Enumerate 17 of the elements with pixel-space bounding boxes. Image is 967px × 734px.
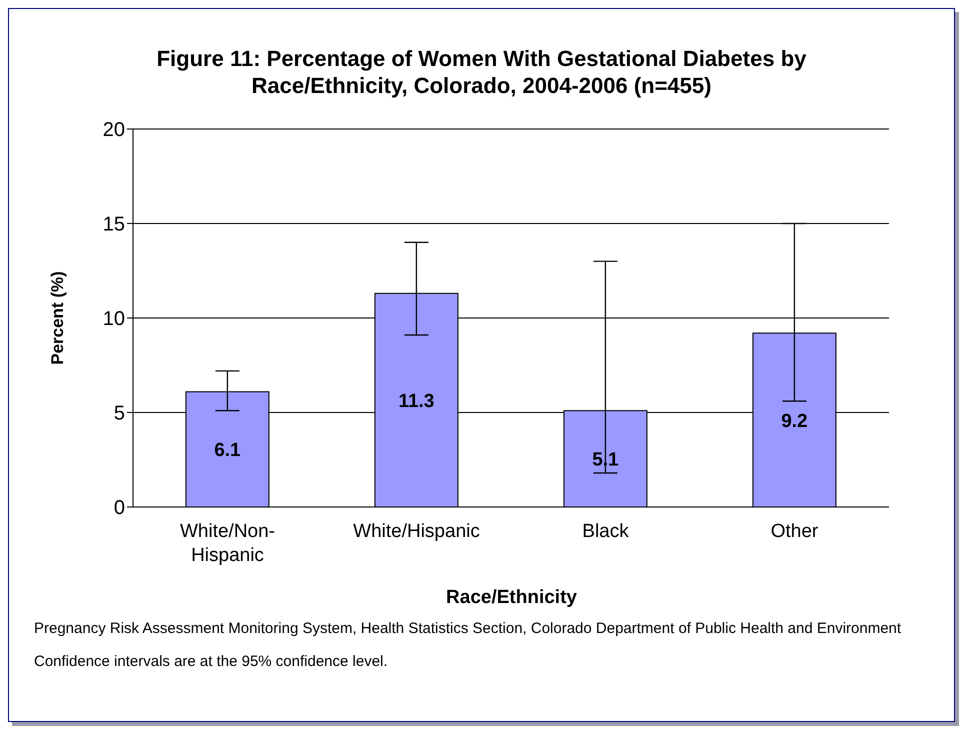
y-tick-label: 0	[114, 497, 125, 520]
y-tick-label: 10	[102, 308, 125, 330]
y-tick-label: 20	[102, 119, 125, 142]
x-axis-title: Race/Ethnicity	[445, 587, 578, 609]
x-tick-label: Other	[770, 521, 819, 542]
y-tick-label: 5	[114, 402, 125, 425]
x-tick-label: White/Non-Hispanic	[180, 521, 276, 566]
data-label: 11.3	[398, 390, 434, 412]
data-label: 9.2	[781, 410, 808, 432]
data-label: 6.1	[214, 440, 242, 462]
chart-title: Figure 11: Percentage of Women With Gestational Diabetes by Race/Ethnicity, Colorado, 2004-2006 (n=455)	[156, 45, 808, 100]
text: Confidence intervals are at the 95% confidence level.	[34, 652, 389, 671]
x-tick-label: White/Hispanic	[353, 521, 480, 542]
x-tick-label: Black	[582, 521, 630, 542]
y-tick-label: 15	[102, 214, 125, 236]
text: Pregnancy Risk Assessment Monitoring System, Health Statistics Section, Colorado Department of Public Health and Environment	[34, 619, 902, 638]
y-axis-title: Percent (%)	[48, 271, 68, 365]
